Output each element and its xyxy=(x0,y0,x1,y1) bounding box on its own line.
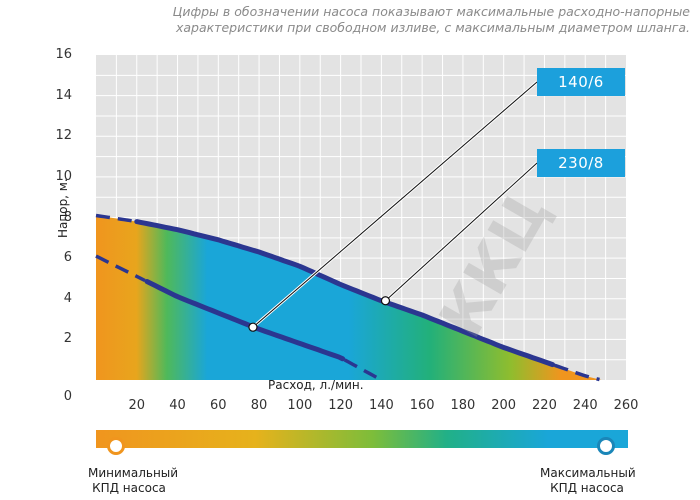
x-axis-label: Расход, л./мин. xyxy=(268,378,364,392)
min-efficiency-label-line-2: КПД насоса xyxy=(92,481,166,495)
x-tick-label: 60 xyxy=(210,398,227,413)
efficiency-area xyxy=(96,215,602,380)
max-efficiency-label: Максимальный КПД насоса xyxy=(540,466,636,496)
x-tick-label: 160 xyxy=(409,398,435,413)
caption: Цифры в обозначении насоса показывают ма… xyxy=(90,4,690,36)
label-230-8: 230/8 xyxy=(537,149,625,177)
curves xyxy=(95,213,600,382)
leader-lines xyxy=(251,80,539,329)
y-tick-label: 16 xyxy=(55,47,72,62)
max-efficiency-label-line-2: КПД насоса xyxy=(550,481,624,495)
x-tick-label: 80 xyxy=(250,398,268,413)
min-efficiency-label: Минимальный КПД насоса xyxy=(88,466,179,496)
y-tick-label: 12 xyxy=(55,128,72,144)
y-tick-label: 14 xyxy=(55,87,72,103)
y-axis-label: Напор, м. xyxy=(56,178,70,238)
caption-line-1: Цифры в обозначении насоса показывают ма… xyxy=(172,4,690,19)
x-tick-label: 240 xyxy=(572,398,598,413)
curve-solid-0 xyxy=(134,219,556,368)
curve-solid-1 xyxy=(144,279,346,362)
curve-dashed-end-0 xyxy=(554,363,600,382)
x-tick-label: 200 xyxy=(491,398,517,413)
x-tick-label: 40 xyxy=(169,398,186,413)
curve-marker-1 xyxy=(248,322,258,332)
min-efficiency-label-line-1: Минимальный xyxy=(88,466,179,480)
caption-line-2: характеристики при свободном изливе, с м… xyxy=(175,20,690,35)
markers xyxy=(248,296,391,332)
max-efficiency-label-line-1: Максимальный xyxy=(540,466,636,480)
x-tick-label: 20 xyxy=(128,398,146,413)
y-tick-label: 4 xyxy=(63,290,72,306)
curve-dashed-end-1 xyxy=(343,358,383,382)
min-efficiency-marker xyxy=(107,437,125,455)
label-140-6: 140/6 xyxy=(537,68,625,96)
x-tick-label: 220 xyxy=(532,398,557,413)
y-tick-label: 8 xyxy=(63,209,72,225)
x-tick-label: 180 xyxy=(450,398,476,413)
max-efficiency-marker xyxy=(597,437,615,455)
curve-dashed-start-0 xyxy=(95,213,138,224)
y-tick-label: 2 xyxy=(63,331,72,347)
x-tick-label: 140 xyxy=(368,398,394,413)
x-tick-label: 120 xyxy=(328,398,354,413)
y-tick-label: 6 xyxy=(63,250,72,266)
leader-line-0 xyxy=(385,162,538,302)
curve-dashed-start-1 xyxy=(95,254,146,283)
leader-line-1 xyxy=(252,81,538,328)
curve-marker-0 xyxy=(380,296,391,306)
y-tick-label: 10 xyxy=(55,168,72,184)
y-tick-label: 0 xyxy=(63,389,72,404)
x-tick-label: 100 xyxy=(287,398,313,413)
efficiency-gradient-bar xyxy=(96,430,628,448)
x-tick-label: 260 xyxy=(613,398,639,413)
